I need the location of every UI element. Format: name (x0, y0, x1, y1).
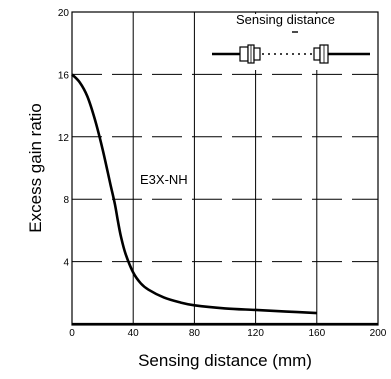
series-annotation: E3X-NH (140, 172, 188, 187)
x-tick-label-0: 0 (69, 328, 75, 339)
sensing-distance-inset: Sensing distance (200, 12, 376, 70)
x-tick-label-40: 40 (128, 328, 140, 339)
y-tick-label-8: 8 (63, 195, 69, 206)
y-tick-label-16: 16 (58, 70, 70, 81)
inset-label: Sensing distance (236, 12, 335, 27)
emitter-head-icon (239, 44, 261, 64)
tick-labels: 0 40 80 120 160 200 20 16 12 8 4 (58, 8, 387, 339)
x-tick-label-80: 80 (189, 328, 201, 339)
x-axis-label: Sensing distance (mm) (138, 351, 312, 370)
x-tick-label-120: 120 (247, 328, 264, 339)
receiver-head-icon (313, 44, 329, 64)
y-tick-label-20: 20 (58, 8, 70, 19)
inset-background (200, 14, 376, 70)
y-axis-label: Excess gain ratio (26, 103, 45, 232)
y-tick-label-4: 4 (63, 258, 69, 269)
x-tick-label-200: 200 (370, 328, 387, 339)
series-line-e3x-nh (71, 73, 317, 315)
x-tick-label-160: 160 (308, 328, 325, 339)
y-tick-label-12: 12 (58, 133, 70, 144)
